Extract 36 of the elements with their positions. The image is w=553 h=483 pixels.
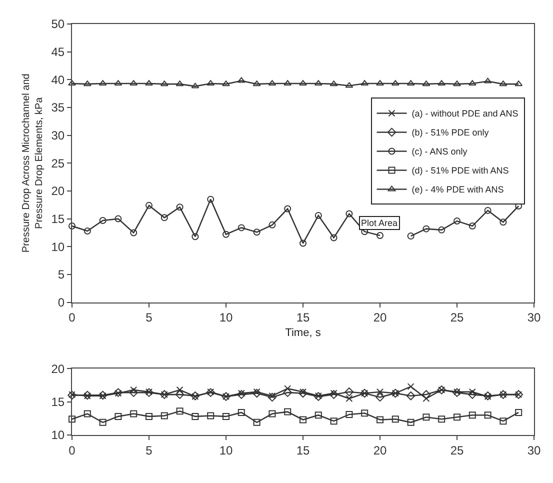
x-tick-label: 20 [373, 443, 387, 458]
legend-label: (a) - without PDE and ANS [412, 108, 518, 119]
y-tick-label: 0 [58, 295, 65, 310]
x-tick-label: 10 [219, 310, 233, 325]
y-tick-label: 20 [51, 362, 65, 376]
annotation: Plot Area [361, 218, 398, 228]
x-tick-label: 10 [219, 443, 233, 458]
x-axis-title: Time, s [285, 326, 322, 339]
legend-label: (c) - ANS only [412, 146, 468, 157]
y-tick-label: 40 [51, 72, 65, 87]
x-tick-label: 15 [296, 310, 310, 325]
y-axis-title: Pressure Drop Across Microchannel and Pressure Drop Elements, kPa [21, 74, 46, 253]
x-tick-label: 0 [68, 443, 76, 458]
y-tick-label: 30 [51, 128, 65, 142]
y-tick-label: 45 [51, 44, 65, 59]
x-tick-label: 0 [68, 310, 76, 325]
y-tick-label: 20 [51, 184, 65, 198]
y-tick-label: 5 [58, 268, 65, 282]
legend-label: (e) - 4% PDE with ANS [412, 184, 504, 195]
y-tick-label: 10 [51, 428, 65, 442]
y-tick-label: 50 [51, 17, 65, 32]
legend-label: (d) - 51% PDE with ANS [412, 166, 509, 176]
x-tick-label: 5 [146, 310, 153, 325]
x-tick-label: 25 [450, 443, 464, 458]
legend-label: (b) - 51% PDE only [412, 128, 490, 138]
x-tick-label: 30 [527, 443, 541, 458]
x-tick-label: 20 [373, 310, 387, 325]
x-tick-label: 30 [527, 310, 541, 325]
y-tick-label: 25 [51, 156, 65, 170]
y-tick-label: 10 [51, 240, 65, 254]
x-tick-label: 5 [146, 443, 153, 458]
x-tick-label: 25 [450, 310, 464, 325]
y-tick-label: 35 [51, 100, 65, 115]
x-tick-label: 15 [296, 443, 310, 458]
y-tick-label: 15 [51, 212, 65, 226]
y-tick-label: 15 [51, 395, 65, 410]
